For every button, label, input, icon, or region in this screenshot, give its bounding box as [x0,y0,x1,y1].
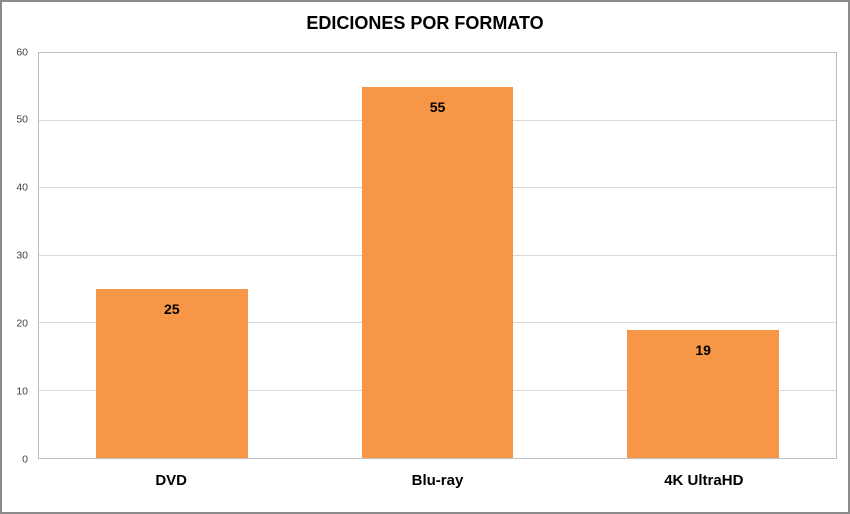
bar-value-label: 55 [429,98,446,115]
x-category-label: DVD [155,472,187,489]
y-axis-labels: 0 10 20 30 40 50 60 [2,47,31,464]
y-tick-label: 10 [16,384,28,397]
bar-value-label: 19 [695,341,711,358]
gridline [39,52,836,53]
x-category-label: Blu-ray [411,472,464,489]
bar-4k-ultrahd: 19 [627,329,779,458]
bar-dvd: 25 [96,289,248,458]
plot-area: 25 55 19 [38,52,837,459]
y-tick-label: 40 [16,181,28,194]
y-tick-label: 50 [16,113,28,126]
y-tick-label: 60 [16,45,28,58]
y-tick-label: 20 [16,317,28,330]
x-axis-labels: DVD Blu-ray 4K UltraHD [38,472,837,489]
y-tick-label: 0 [22,452,28,465]
bar-blu-ray: 55 [361,86,514,458]
x-category-label: 4K UltraHD [664,472,744,489]
chart-title: EDICIONES POR FORMATO [306,13,544,33]
y-tick-label: 30 [16,249,28,262]
bar-value-label: 25 [164,301,180,318]
